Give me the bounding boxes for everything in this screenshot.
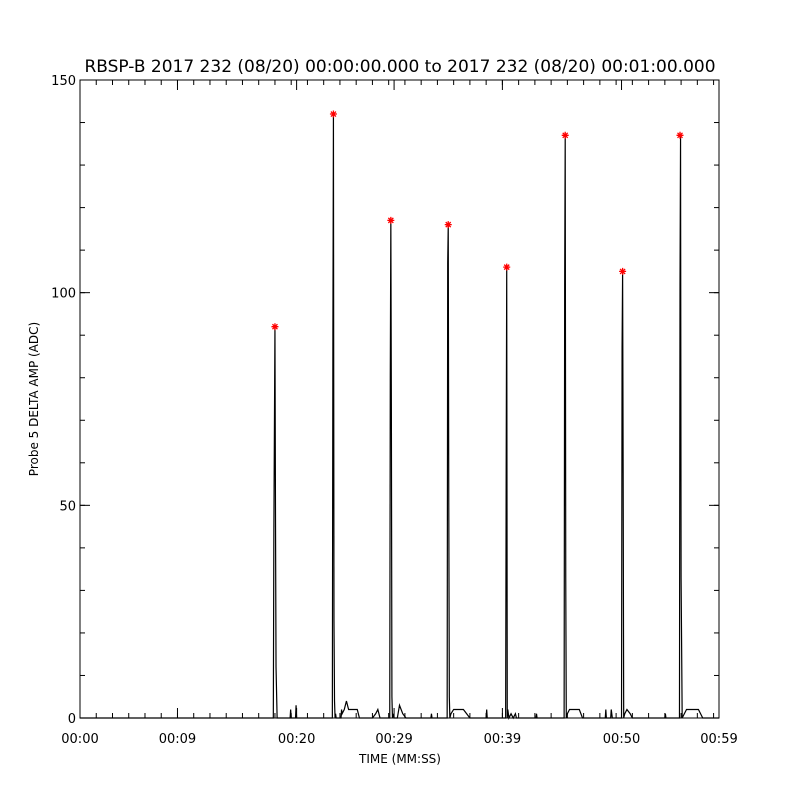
x-tick-label: 00:39 bbox=[484, 732, 521, 747]
x-tick-label: 00:29 bbox=[375, 732, 412, 747]
x-tick-label: 00:20 bbox=[278, 732, 315, 747]
x-axis-label: TIME (MM:SS) bbox=[358, 752, 441, 766]
chart-title: RBSP-B 2017 232 (08/20) 00:00:00.000 to … bbox=[84, 57, 715, 77]
plot-frame bbox=[79, 79, 720, 719]
peak-marker bbox=[503, 263, 511, 271]
series-line bbox=[80, 114, 719, 721]
peak-marker bbox=[561, 131, 569, 139]
peak-marker bbox=[444, 221, 452, 229]
y-tick-label: 100 bbox=[51, 287, 76, 302]
x-tick-label: 00:09 bbox=[159, 732, 196, 747]
x-tick-label: 00:00 bbox=[61, 732, 98, 747]
peak-marker bbox=[271, 323, 279, 331]
peak-marker bbox=[619, 267, 627, 275]
y-tick-label: 0 bbox=[68, 712, 76, 727]
peak-marker bbox=[329, 110, 337, 118]
peak-marker bbox=[387, 216, 395, 224]
plot-area: 0 50 100 150 00:00 00:09 00:20 00:29 00:39 00:50 0… bbox=[51, 74, 738, 747]
x-tick-label: 00:59 bbox=[700, 732, 737, 747]
y-axis-label: Probe 5 DELTA AMP (ADC) bbox=[27, 322, 41, 476]
y-tick-label: 150 bbox=[51, 74, 76, 89]
y-tick-label: 50 bbox=[59, 499, 76, 514]
peak-marker bbox=[676, 131, 684, 139]
x-tick-label: 00:50 bbox=[603, 732, 640, 747]
